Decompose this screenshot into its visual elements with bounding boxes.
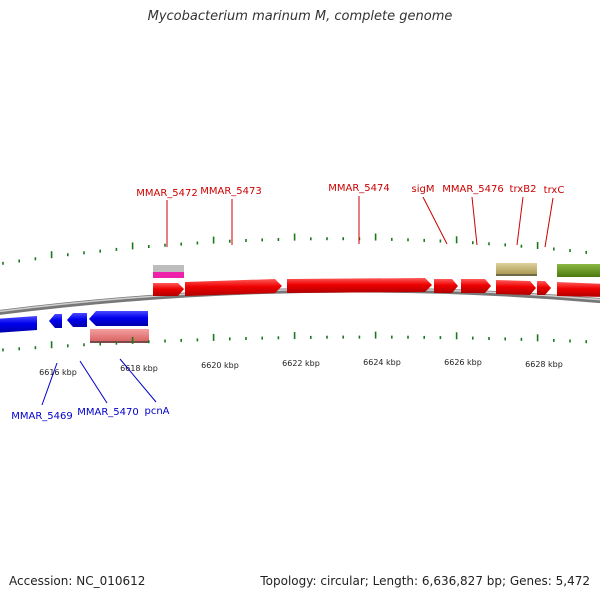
gene-mmar-5474[interactable] <box>287 278 432 293</box>
accession-text: Accession: NC_010612 <box>9 574 146 588</box>
leader-line <box>544 197 554 248</box>
scale-label: 6622 kbp <box>282 359 320 368</box>
gene-mmar-5470[interactable] <box>49 314 62 328</box>
gene-label[interactable]: MMAR_5472 <box>136 188 198 199</box>
scale-label: 6628 kbp <box>525 360 563 369</box>
gene-label[interactable]: MMAR_5473 <box>200 186 262 197</box>
scale-label: 6618 kbp <box>120 364 158 373</box>
gene-label[interactable]: trxC <box>544 185 565 196</box>
reverse-gene-labels: MMAR_5469 MMAR_5470 pcnA <box>11 358 170 422</box>
gene-label[interactable]: pcnA <box>144 406 169 417</box>
gene-pcna[interactable] <box>89 311 148 326</box>
leader-line <box>79 360 108 404</box>
scale-labels: 6616 kbp 6618 kbp 6620 kbp 6622 kbp 6624… <box>39 358 563 377</box>
gene-label[interactable]: sigM <box>412 184 435 195</box>
feature-salmon-underline <box>90 341 149 343</box>
gene-next-forward[interactable] <box>557 282 600 297</box>
scale-label: 6620 kbp <box>201 361 239 370</box>
gene-mmar-5476[interactable] <box>461 279 491 293</box>
feature-gray-small[interactable] <box>153 265 184 272</box>
feature-salmon[interactable] <box>90 329 149 342</box>
gene-label[interactable]: MMAR_5469 <box>11 411 73 422</box>
scale-label: 6624 kbp <box>363 358 401 367</box>
leader-line <box>422 196 448 245</box>
forward-genes <box>153 278 600 297</box>
feature-tan-underline <box>496 274 537 276</box>
feature-pink-small[interactable] <box>153 272 184 278</box>
leader-line <box>516 196 524 246</box>
gene-label[interactable]: MMAR_5470 <box>77 407 139 418</box>
feature-tan[interactable] <box>496 263 537 275</box>
gene-label[interactable]: MMAR_5476 <box>442 184 504 195</box>
gene-label[interactable]: MMAR_5474 <box>328 183 390 194</box>
gene-trxc[interactable] <box>537 281 551 295</box>
scale-label: 6616 kbp <box>39 368 77 377</box>
gene-sigm[interactable] <box>434 279 458 293</box>
forward-gene-labels: MMAR_5472 MMAR_5473 MMAR_5474 sigM MMAR_… <box>136 183 565 248</box>
map-title: Mycobacterium marinum M, complete genome <box>147 9 453 24</box>
gene-mmar-5472[interactable] <box>153 283 184 296</box>
gene-pcna-left[interactable] <box>67 313 87 327</box>
tick-row-bottom <box>2 331 588 352</box>
leader-line <box>41 362 58 406</box>
leader-line <box>471 196 478 246</box>
scale-label: 6626 kbp <box>444 358 482 367</box>
genome-summary-text: Topology: circular; Length: 6,636,827 bp… <box>260 574 590 588</box>
gene-mmar-5473[interactable] <box>185 279 282 296</box>
leader-line <box>119 358 157 403</box>
gene-label[interactable]: trxB2 <box>510 184 537 195</box>
forward-features <box>153 263 600 278</box>
gene-trxb2[interactable] <box>496 280 536 295</box>
tick-row-top <box>2 233 588 265</box>
feature-olive[interactable] <box>557 264 600 277</box>
reverse-genes <box>0 311 149 343</box>
gene-mmar-5469[interactable] <box>0 316 37 333</box>
